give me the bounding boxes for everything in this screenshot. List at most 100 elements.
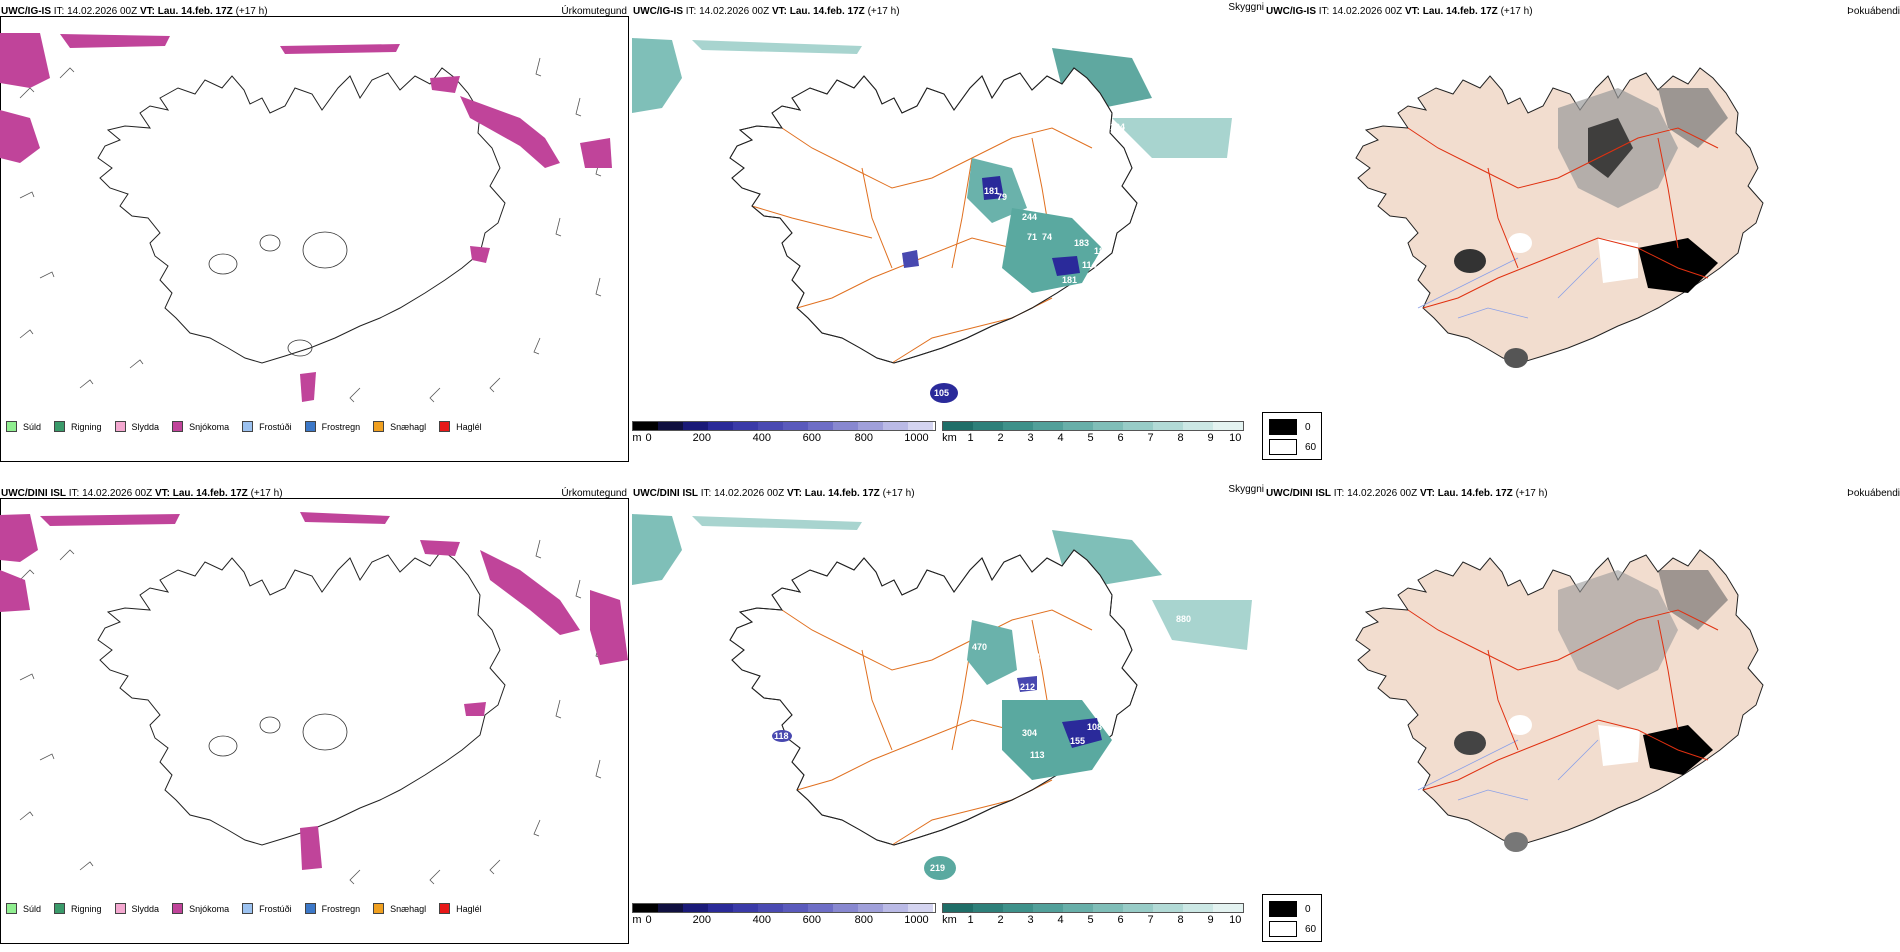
iceland-coastline: [729, 549, 1138, 846]
ceiling-colorbar-bar: [632, 421, 936, 431]
lead-time: (+17 h): [1500, 6, 1533, 17]
visibility-tick: 6: [1117, 914, 1124, 926]
legend-item: Haglél: [439, 903, 482, 914]
legend-label: Frostregn: [321, 903, 361, 914]
legend-swatch: [54, 903, 66, 914]
it-value: 14.02.2026 00Z: [1332, 6, 1403, 17]
ceiling-tick: 400: [752, 432, 772, 444]
fog-swatch: [1269, 921, 1297, 937]
legend-item: Frostúði: [242, 903, 292, 914]
visibility-tick: 4: [1057, 914, 1064, 926]
visibility-ticks: km 1 2 3 4 5 6 7 8 9 10: [942, 914, 1242, 928]
glaciers: [208, 231, 348, 357]
ceiling-tick: 600: [802, 914, 822, 926]
ceiling-label: 183: [1074, 238, 1089, 248]
vt-label: VT:: [154, 488, 170, 499]
river-network: [1417, 739, 1599, 801]
fog-legend-label: 60: [1305, 441, 1317, 453]
panel-header: UWC/IG-IS IT: 14.02.2026 00Z VT: Lau. 14…: [1, 6, 268, 17]
legend-item: Frostregn: [304, 421, 360, 432]
lead-time: (+17 h): [250, 488, 283, 499]
ceiling-colorbar: m 0 200 400 600 800 1000: [632, 421, 936, 446]
ceiling-tick: 600: [802, 432, 822, 444]
ceiling-label: 304: [1022, 728, 1037, 738]
precip-legend: Súld Rigning Slydda Snjókoma Frostúði Fr…: [6, 421, 495, 432]
legend-label: Snjókoma: [189, 903, 230, 914]
ceiling-colorbar-bar: [632, 903, 936, 913]
legend-label: Snjókoma: [189, 421, 230, 432]
legend-swatch: [242, 903, 254, 914]
ceiling-tick: 1000: [904, 914, 929, 926]
ceiling-label: 219: [930, 863, 945, 873]
it-label: IT:: [1333, 488, 1345, 499]
lead-time: (+17 h): [1515, 488, 1548, 499]
ceiling-label: 108: [1087, 722, 1102, 732]
legend-label: Súld: [23, 421, 42, 432]
it-value: 14.02.2026 00Z: [699, 6, 770, 17]
visibility-panel: UWC/IG-IS IT: 14.02.2026 00Z VT: Lau. 14…: [632, 0, 1264, 470]
legend-swatch: [114, 903, 126, 914]
visibility-tick: 4: [1057, 432, 1064, 444]
wind-barbs: [19, 539, 602, 885]
legend-swatch: [373, 421, 385, 432]
legend-swatch: [172, 421, 184, 432]
vt-value: Lau. 14.feb. 17Z: [789, 6, 865, 17]
river-network: [1417, 257, 1599, 319]
ceiling-label: 64: [1022, 634, 1032, 644]
legend-item: Rigning: [54, 421, 102, 432]
visibility-colorbar-bar: [942, 421, 1244, 431]
visibility-tick: 5: [1087, 432, 1094, 444]
ceiling-label: 104: [1110, 122, 1125, 132]
fog-swatch: [1269, 901, 1297, 917]
precip-legend: Súld Rigning Slydda Snjókoma Frostúði Fr…: [6, 903, 495, 914]
legend-label: Slydda: [131, 903, 160, 914]
legend-swatch: [439, 421, 451, 432]
vt-label: VT:: [139, 6, 155, 17]
legend-item: Súld: [6, 903, 41, 914]
fog-legend: 0 60: [1262, 412, 1322, 460]
legend-swatch: [6, 421, 17, 432]
ceiling-tick: 0: [645, 432, 652, 444]
legend-item: Rigning: [54, 903, 102, 914]
low-ceiling-areas: [772, 620, 1112, 880]
visibility-tick: 3: [1027, 432, 1034, 444]
legend-swatch: [242, 421, 254, 432]
visibility-tick: 1: [967, 914, 974, 926]
legend-item: Haglél: [439, 421, 482, 432]
legend-swatch: [304, 903, 316, 914]
legend-item: Slydda: [114, 421, 160, 432]
ceiling-label: 212: [1020, 682, 1035, 692]
ceiling-label: 79: [997, 192, 1007, 202]
ceiling-label: 74: [1042, 232, 1052, 242]
fog-index-panel: UWC/DINI ISL IT: 14.02.2026 00Z VT: Lau.…: [1266, 482, 1900, 952]
ceiling-label: 880: [1176, 614, 1191, 624]
legend-label: Súld: [23, 903, 42, 914]
model-name: UWC/IG-IS: [1, 6, 51, 17]
legend-label: Slydda: [131, 421, 160, 432]
ceiling-unit: m: [632, 432, 642, 444]
ceiling-ticks: m 0 200 400 600 800 1000: [632, 432, 934, 446]
ceiling-label: 181: [1062, 275, 1077, 285]
legend-label: Snæhagl: [390, 421, 427, 432]
it-label: IT:: [68, 488, 80, 499]
it-label: IT:: [53, 6, 65, 17]
vt-label: VT:: [1404, 6, 1420, 17]
vt-value: Lau. 14.feb. 17Z: [804, 488, 880, 499]
low-ceiling-areas: [902, 158, 1102, 403]
legend-label: Haglél: [456, 421, 482, 432]
ceiling-label: 74: [1030, 652, 1040, 662]
panel-title: Þokuábendi: [1847, 6, 1900, 17]
vt-label: VT:: [1419, 488, 1435, 499]
precip-map-frame: [0, 16, 629, 462]
legend-swatch: [439, 903, 451, 914]
fog-legend-label: 60: [1305, 923, 1317, 935]
road-network: [1407, 127, 1719, 309]
ceiling-label: 118: [774, 731, 789, 741]
visibility-colorbar: km 1 2 3 4 5 6 7 8 9 10: [942, 421, 1244, 446]
legend-swatch: [172, 903, 184, 914]
legend-item: Súld: [6, 421, 41, 432]
it-label: IT:: [1318, 6, 1330, 17]
visibility-tick: 7: [1147, 432, 1154, 444]
visibility-tick: 6: [1117, 432, 1124, 444]
fog-map: [1355, 549, 1764, 852]
